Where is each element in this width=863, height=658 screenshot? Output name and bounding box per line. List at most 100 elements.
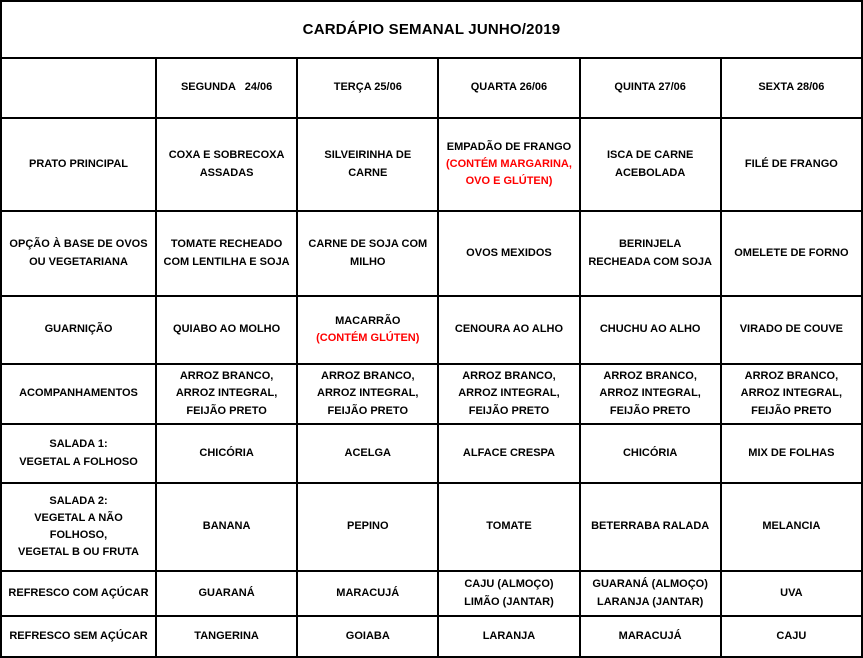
cell-line: PEPINO (346, 520, 389, 533)
cell-line: CHUCHU AO ALHO (599, 323, 701, 336)
menu-cell: ARROZ BRANCO, ARROZ INTEGRAL, FEIJÃO PRE… (437, 363, 581, 425)
menu-cell: TOMATE RECHEADO COM LENTILHA E SOJA (154, 210, 299, 297)
cell-line: BANANA (202, 520, 251, 533)
cell-line: GOIABA (345, 629, 390, 642)
menu-cell: VIRADO DE COUVE (719, 295, 863, 365)
menu-cell: BANANA (154, 482, 299, 572)
menu-cell: QUIABO AO MOLHO (154, 295, 299, 365)
menu-cell: GUARANÁ (154, 570, 299, 617)
menu-cell: CHUCHU AO ALHO (578, 295, 722, 365)
menu-row: REFRESCO SEM AÇÚCAR TANGERINA GOIABA LARANJ… (0, 615, 863, 658)
row-label: ACOMPANHAMENTOS (0, 363, 157, 425)
row-label-line: OU VEGETARIANA (29, 255, 128, 268)
menu-cell: ARROZ BRANCO, ARROZ INTEGRAL, FEIJÃO PRE… (719, 363, 863, 425)
cell-line: ACELGA (344, 446, 391, 459)
cell-line: LIMÃO (JANTAR) (464, 595, 554, 608)
menu-cell: ARROZ BRANCO, ARROZ INTEGRAL, FEIJÃO PRE… (154, 363, 299, 425)
menu-cell: CARNE DE SOJA COM MILHO (296, 210, 440, 297)
cell-line: CAJU (776, 629, 807, 642)
row-label: OPÇÃO À BASE DE OVOS OU VEGETARIANA (0, 210, 157, 297)
cell-line: MARACUJÁ (336, 586, 400, 599)
corner-cell (0, 57, 157, 119)
cell-line: ALFACE CRESPA (462, 446, 556, 459)
cell-line: ISCA DE CARNE ACEBOLADA (606, 149, 694, 179)
cell-line: GUARANÁ (198, 586, 255, 599)
row-label: GUARNIÇÃO (0, 295, 157, 365)
menu-title-row: CARDÁPIO SEMANAL JUNHO/2019 (0, 0, 863, 59)
menu-cell: PEPINO (296, 482, 440, 572)
menu-cell: ALFACE CRESPA (437, 423, 581, 484)
menu-cell: ISCA DE CARNE ACEBOLADA (578, 117, 722, 212)
cell-line: ARROZ BRANCO, ARROZ INTEGRAL, FEIJÃO PRE… (175, 370, 278, 417)
cell-line: OVOS MEXIDOS (466, 246, 552, 259)
menu-cell: MIX DE FOLHAS (719, 423, 863, 484)
row-label: SALADA 2: VEGETAL A NÃO FOLHOSO, VEGETAL B… (0, 482, 157, 572)
cell-line: ARROZ BRANCO, ARROZ INTEGRAL, FEIJÃO PRE… (458, 370, 560, 417)
menu-cell: EMPADÃO DE FRANGO (CONTÉM MARGARINA, OVO … (437, 117, 581, 212)
cell-line: ARROZ BRANCO, ARROZ INTEGRAL, FEIJÃO PRE… (740, 370, 843, 417)
menu-cell: ARROZ BRANCO, ARROZ INTEGRAL, FEIJÃO PRE… (296, 363, 440, 425)
row-label-line: REFRESCO SEM AÇÚCAR (9, 629, 148, 642)
cell-line: GUARANÁ (ALMOÇO) (592, 578, 708, 591)
row-label-line: PRATO PRINCIPAL (28, 157, 128, 170)
menu-row: OPÇÃO À BASE DE OVOS OU VEGETARIANA TOMATE… (0, 210, 863, 297)
day-header: SEGUNDA 24/06 (154, 57, 299, 119)
row-label-line: OPÇÃO À BASE DE OVOS (9, 238, 148, 251)
menu-cell: GUARANÁ (ALMOÇO) LARANJA (JANTAR) (578, 570, 722, 617)
menu-cell: TOMATE (437, 482, 581, 572)
row-label-line: VEGETAL B OU FRUTA (18, 546, 139, 559)
day-header: SEXTA 28/06 (719, 57, 863, 119)
menu-cell: COXA E SOBRECOXA ASSADAS (154, 117, 299, 212)
day-header: QUARTA 26/06 (437, 57, 581, 119)
menu-row: GUARNIÇÃO QUIABO AO MOLHO MACARRÃO (CONTÉM … (0, 295, 863, 365)
menu-row: SALADA 1: VEGETAL A FOLHOSO CHICÓRIA ACELGA… (0, 423, 863, 484)
menu-cell: MACARRÃO (CONTÉM GLÚTEN) (296, 295, 440, 365)
menu-cell: ARROZ BRANCO, ARROZ INTEGRAL, FEIJÃO PRE… (578, 363, 722, 425)
cell-line: COXA E SOBRECOXA ASSADAS (168, 149, 285, 179)
row-label-line: VEGETAL A NÃO FOLHOSO, (34, 511, 123, 541)
menu-row: PRATO PRINCIPAL COXA E SOBRECOXA ASSADAS S… (0, 117, 863, 212)
menu-cell: CENOURA AO ALHO (437, 295, 581, 365)
day-header: TERÇA 25/06 (296, 57, 440, 119)
cell-line: CHICÓRIA (199, 446, 254, 459)
cell-line: ARROZ BRANCO, ARROZ INTEGRAL, FEIJÃO PRE… (599, 370, 701, 417)
row-label-line: REFRESCO COM AÇÚCAR (8, 586, 149, 599)
cell-line: LARANJA (JANTAR) (596, 595, 704, 608)
cell-line: ARROZ BRANCO, ARROZ INTEGRAL, FEIJÃO PRE… (317, 370, 419, 417)
allergen-warning-text: (CONTÉM MARGARINA, OVO E GLÚTEN) (446, 157, 572, 188)
cell-line: MARACUJÁ (618, 629, 682, 642)
cell-line: MACARRÃO (335, 314, 401, 327)
cell-line: VIRADO DE COUVE (739, 323, 844, 336)
menu-cell: GOIABA (296, 615, 440, 658)
day-header: QUINTA 27/06 (578, 57, 722, 119)
menu-cell: TANGERINA (154, 615, 299, 658)
menu-row: SALADA 2: VEGETAL A NÃO FOLHOSO, VEGETAL B… (0, 482, 863, 572)
menu-cell: MELANCIA (719, 482, 863, 572)
cell-line: UVA (780, 586, 803, 599)
row-label: PRATO PRINCIPAL (0, 117, 157, 212)
menu-cell: OVOS MEXIDOS (437, 210, 581, 297)
cell-line: CARNE DE SOJA COM MILHO (308, 238, 428, 268)
row-label-line: ACOMPANHAMENTOS (19, 387, 138, 400)
row-label-line: GUARNIÇÃO (44, 323, 113, 336)
cell-line: CENOURA AO ALHO (454, 323, 564, 336)
cell-line: LARANJA (482, 629, 536, 642)
row-label: REFRESCO COM AÇÚCAR (0, 570, 157, 617)
cell-line: MELANCIA (762, 520, 821, 533)
menu-cell: LARANJA (437, 615, 581, 658)
menu-cell: BERINJELA RECHEADA COM SOJA (578, 210, 722, 297)
menu-cell: FILÉ DE FRANGO (719, 117, 863, 212)
page-title: CARDÁPIO SEMANAL JUNHO/2019 (0, 0, 863, 59)
row-label-line: SALADA 1: (49, 438, 108, 451)
menu-cell: ACELGA (296, 423, 440, 484)
day-header-row: SEGUNDA 24/06 TERÇA 25/06 QUARTA 26/06 QUIN… (0, 57, 863, 119)
menu-row: REFRESCO COM AÇÚCAR GUARANÁ MARACUJÁ CAJU (… (0, 570, 863, 617)
cell-line: SILVEIRINHA DE CARNE (324, 149, 412, 179)
cell-line: CHICÓRIA (622, 446, 678, 459)
menu-cell: CHICÓRIA (154, 423, 299, 484)
menu-cell: OMELETE DE FORNO (719, 210, 863, 297)
cell-line: TOMATE (486, 520, 532, 533)
cell-line: BERINJELA RECHEADA COM SOJA (588, 238, 712, 268)
